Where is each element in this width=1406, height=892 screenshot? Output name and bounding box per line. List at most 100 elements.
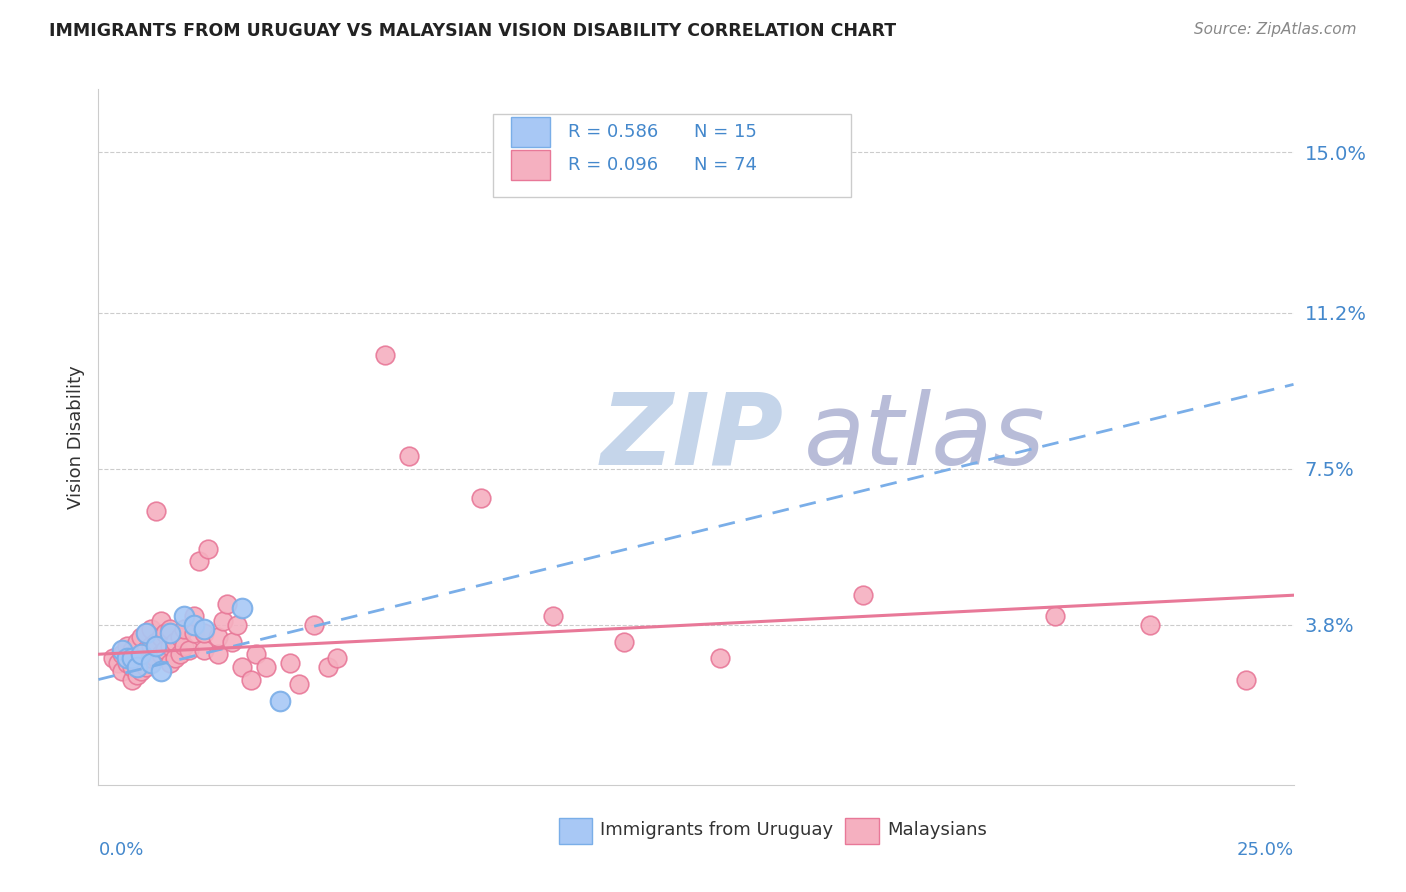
Point xyxy=(231,600,253,615)
Point xyxy=(125,634,148,648)
Point xyxy=(254,660,277,674)
Text: 25.0%: 25.0% xyxy=(1236,840,1294,859)
Point xyxy=(121,651,143,665)
Point xyxy=(115,639,138,653)
Point xyxy=(101,651,124,665)
Point xyxy=(135,660,157,674)
Point xyxy=(139,651,162,665)
Point xyxy=(288,677,311,691)
Point xyxy=(163,651,186,665)
Point xyxy=(135,626,157,640)
Bar xyxy=(510,150,550,179)
Point xyxy=(240,673,263,687)
Point xyxy=(398,449,420,463)
Point xyxy=(1234,673,1257,687)
Point xyxy=(470,491,492,506)
Point xyxy=(145,651,167,665)
Bar xyxy=(558,818,592,844)
Point xyxy=(149,647,172,661)
Point xyxy=(169,631,191,645)
Point xyxy=(121,673,143,687)
Point xyxy=(183,617,205,632)
Point xyxy=(149,631,172,645)
Point xyxy=(131,664,153,678)
Point xyxy=(155,626,177,640)
Point xyxy=(207,631,229,645)
Point xyxy=(173,609,195,624)
Point xyxy=(131,647,153,661)
Point xyxy=(374,348,396,362)
Point xyxy=(139,656,162,670)
Point xyxy=(187,554,209,568)
Point xyxy=(231,660,253,674)
Point xyxy=(159,656,181,670)
Text: ZIP: ZIP xyxy=(600,389,783,485)
Point xyxy=(173,639,195,653)
Point xyxy=(135,626,157,640)
Y-axis label: Vision Disability: Vision Disability xyxy=(66,365,84,509)
Point xyxy=(145,639,167,653)
Bar xyxy=(845,818,879,844)
Text: atlas: atlas xyxy=(804,389,1045,485)
Point xyxy=(278,656,301,670)
Point xyxy=(107,656,129,670)
Point xyxy=(139,622,162,636)
Point xyxy=(149,614,172,628)
FancyBboxPatch shape xyxy=(494,113,852,197)
Point xyxy=(131,647,153,661)
Point xyxy=(145,634,167,648)
Point xyxy=(326,651,349,665)
Point xyxy=(613,634,636,648)
Point xyxy=(183,626,205,640)
Text: Malaysians: Malaysians xyxy=(887,822,987,839)
Point xyxy=(135,643,157,657)
Point xyxy=(1043,609,1066,624)
Point xyxy=(163,634,186,648)
Point xyxy=(709,651,731,665)
Text: N = 15: N = 15 xyxy=(693,123,756,141)
Point xyxy=(125,660,148,674)
Bar xyxy=(510,117,550,147)
Point xyxy=(221,634,243,648)
Point xyxy=(155,643,177,657)
Point xyxy=(173,622,195,636)
Point xyxy=(149,664,172,678)
Point xyxy=(207,647,229,661)
Point xyxy=(159,622,181,636)
Text: R = 0.586: R = 0.586 xyxy=(568,123,658,141)
Point xyxy=(159,639,181,653)
Point xyxy=(125,668,148,682)
Point xyxy=(1139,617,1161,632)
Point xyxy=(131,631,153,645)
Text: 0.0%: 0.0% xyxy=(98,840,143,859)
Text: Source: ZipAtlas.com: Source: ZipAtlas.com xyxy=(1194,22,1357,37)
Point xyxy=(193,643,215,657)
Point xyxy=(269,693,291,707)
Point xyxy=(111,647,134,661)
Point xyxy=(111,643,134,657)
Point xyxy=(115,656,138,670)
Point xyxy=(179,643,201,657)
Text: IMMIGRANTS FROM URUGUAY VS MALAYSIAN VISION DISABILITY CORRELATION CHART: IMMIGRANTS FROM URUGUAY VS MALAYSIAN VIS… xyxy=(49,22,897,40)
Point xyxy=(217,597,239,611)
Point xyxy=(316,660,339,674)
Point xyxy=(183,609,205,624)
Point xyxy=(125,651,148,665)
Point xyxy=(226,617,249,632)
Point xyxy=(193,622,215,636)
Text: R = 0.096: R = 0.096 xyxy=(568,156,658,174)
Point xyxy=(245,647,267,661)
Text: Immigrants from Uruguay: Immigrants from Uruguay xyxy=(600,822,834,839)
Point xyxy=(169,647,191,661)
Point xyxy=(541,609,564,624)
Point xyxy=(193,626,215,640)
Text: N = 74: N = 74 xyxy=(693,156,756,174)
Point xyxy=(145,504,167,518)
Point xyxy=(111,664,134,678)
Point xyxy=(302,617,325,632)
Point xyxy=(852,588,875,602)
Point xyxy=(121,643,143,657)
Point xyxy=(211,614,233,628)
Point xyxy=(139,639,162,653)
Point xyxy=(115,651,138,665)
